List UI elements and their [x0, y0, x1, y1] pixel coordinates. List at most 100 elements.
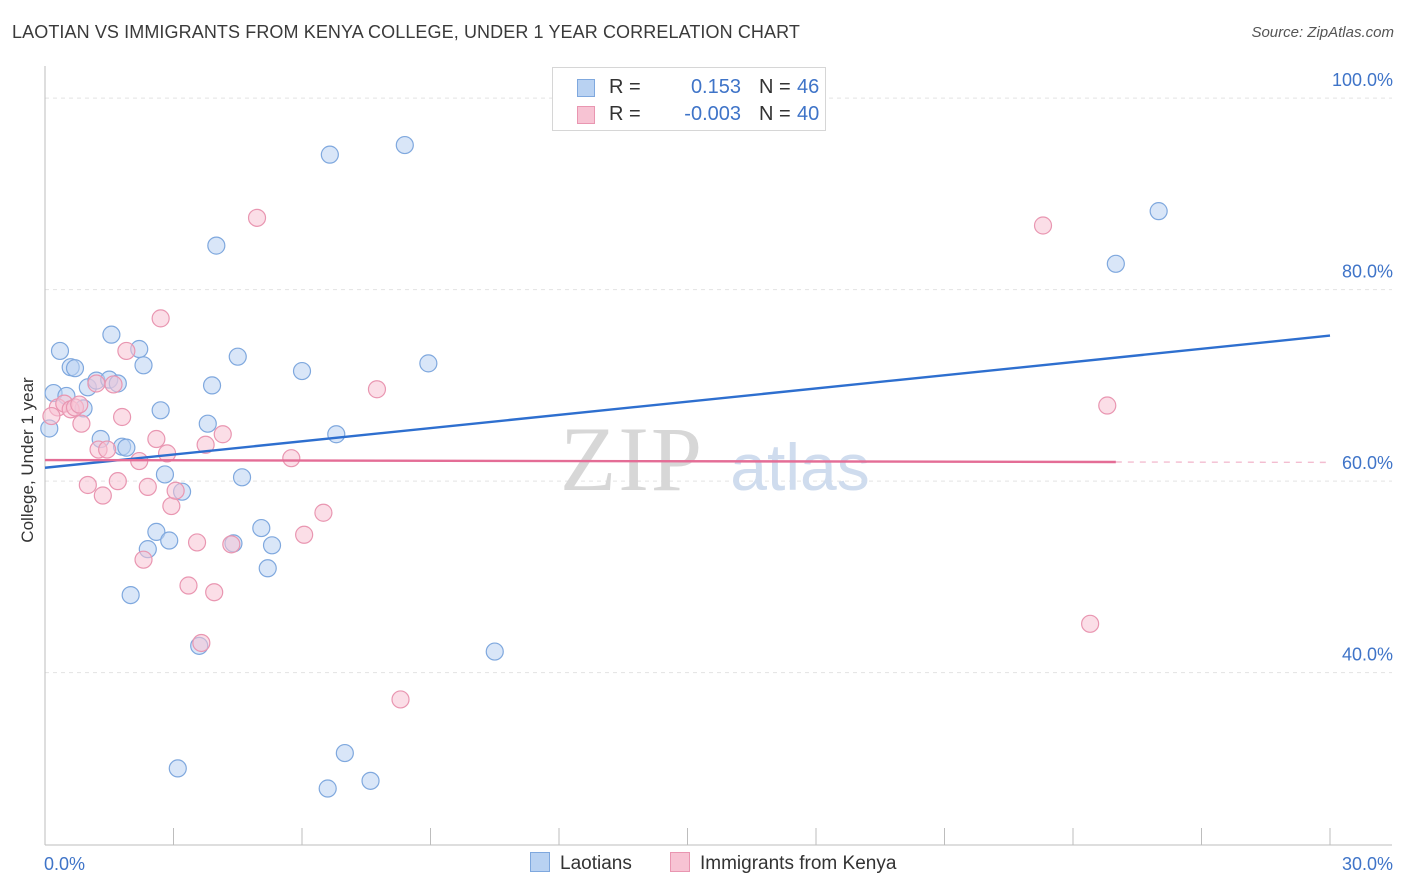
laotians-point [121, 585, 140, 605]
legend-n-label: N = [759, 76, 791, 98]
kenya-point [93, 486, 112, 505]
kenya-point [162, 496, 181, 516]
laotians-point [147, 522, 166, 541]
x-tick-label-min: 0.0% [44, 854, 85, 874]
kenya-point [222, 535, 241, 554]
source-label: Source: ZipAtlas.com [1251, 24, 1394, 41]
legend-swatch-pink [577, 106, 595, 124]
legend-r-value: 0.153 [690, 76, 741, 98]
laotians-point [155, 465, 175, 484]
laotians-point [228, 347, 247, 366]
laotians-point [262, 536, 282, 555]
kenya-point [72, 414, 91, 433]
legend-r-label: R = [609, 76, 641, 98]
laotians-point [65, 359, 85, 378]
kenya-point [147, 429, 166, 449]
kenya-point [213, 425, 232, 444]
grid-lines [45, 97, 1392, 674]
laotians-point [151, 401, 170, 420]
laotians-point [1149, 202, 1168, 221]
laotians-point [134, 356, 153, 375]
kenya-point [108, 472, 127, 491]
kenya-point [179, 576, 198, 595]
kenya-trend-line [44, 458, 1116, 464]
laotians-point [50, 341, 70, 361]
bottom-legend-swatch-blue [530, 852, 550, 872]
laotians-point [335, 743, 354, 763]
kenya-point [98, 440, 117, 459]
kenya-point [117, 341, 136, 361]
kenya-point [70, 395, 89, 414]
laotians-point [207, 236, 226, 255]
bottom-legend-laotians: Laotians [530, 852, 632, 875]
laotians-point [419, 354, 438, 373]
axis-labels: 40.0% 60.0% 80.0% 100.0% 0.0% 30.0% College, U… [18, 70, 1393, 874]
laotians-point [292, 361, 312, 381]
laotians-point [485, 642, 504, 661]
kenya-point [282, 449, 301, 468]
laotians-point [1106, 254, 1125, 273]
kenya-point [151, 309, 170, 328]
bottom-legend-swatch-pink [670, 852, 690, 872]
laotians-point [202, 376, 222, 395]
kenya-point [295, 525, 314, 544]
kenya-point [42, 406, 61, 426]
laotians-point [395, 135, 414, 155]
kenya-point [78, 475, 97, 495]
y-tick-label: 100.0% [1332, 70, 1393, 90]
legend-n-label: N = [759, 103, 791, 125]
y-tick-label: 80.0% [1342, 262, 1393, 282]
laotians-point [320, 145, 339, 164]
kenya-point [391, 690, 410, 709]
laotians-point [252, 518, 271, 538]
laotians-point [361, 771, 380, 790]
laotians-trend-line [44, 334, 1331, 469]
bottom-legend-label: Laotians [560, 853, 632, 874]
kenya-point [187, 533, 207, 552]
correlation-legend: R = 0.153 N = 46 R = -0.003 N = 40 [552, 67, 826, 131]
kenya-point [367, 380, 387, 399]
y-axis-title: College, Under 1 year [18, 377, 37, 543]
legend-n-value: 46 [797, 76, 820, 98]
watermark-atlas: atlas [730, 430, 869, 504]
kenya-point [134, 550, 153, 569]
kenya-point [1081, 614, 1100, 633]
y-tick-label: 60.0% [1342, 453, 1393, 473]
laotians-point [168, 759, 187, 778]
laotians-point [232, 468, 252, 487]
watermark: ZIP atlas [560, 408, 870, 510]
laotians-point [258, 559, 277, 578]
kenya-point [247, 208, 267, 227]
legend-swatch-blue [577, 79, 595, 97]
laotians-points [40, 135, 1168, 798]
legend-n-value: 40 [797, 103, 820, 125]
kenya-point [205, 583, 224, 602]
laotians-point [318, 779, 337, 798]
kenya-point [314, 503, 333, 522]
legend-r-label: R = [609, 103, 641, 125]
chart-title: LAOTIAN VS IMMIGRANTS FROM KENYA COLLEGE… [12, 22, 801, 42]
legend-r-value: -0.003 [684, 103, 741, 125]
kenya-point [166, 481, 185, 500]
kenya-point [112, 407, 132, 427]
axes [44, 66, 1392, 846]
x-tick-label-max: 30.0% [1342, 854, 1393, 874]
trend-lines [44, 334, 1331, 469]
y-tick-label: 40.0% [1342, 645, 1393, 665]
kenya-point [1098, 396, 1117, 415]
kenya-point [196, 435, 215, 454]
bottom-legend-label: Immigrants from Kenya [700, 853, 897, 874]
kenya-point [1033, 216, 1053, 235]
kenya-point [87, 374, 106, 393]
laotians-point [160, 531, 179, 550]
laotians-point [117, 438, 136, 457]
kenya-point [104, 375, 123, 394]
kenya-point [138, 477, 157, 496]
kenya-points [42, 208, 1117, 709]
bottom-legend-kenya: Immigrants from Kenya [670, 852, 896, 875]
watermark-zip: ZIP [560, 408, 704, 510]
kenya-point [192, 633, 211, 653]
laotians-point [102, 325, 121, 344]
laotians-point [327, 425, 346, 444]
